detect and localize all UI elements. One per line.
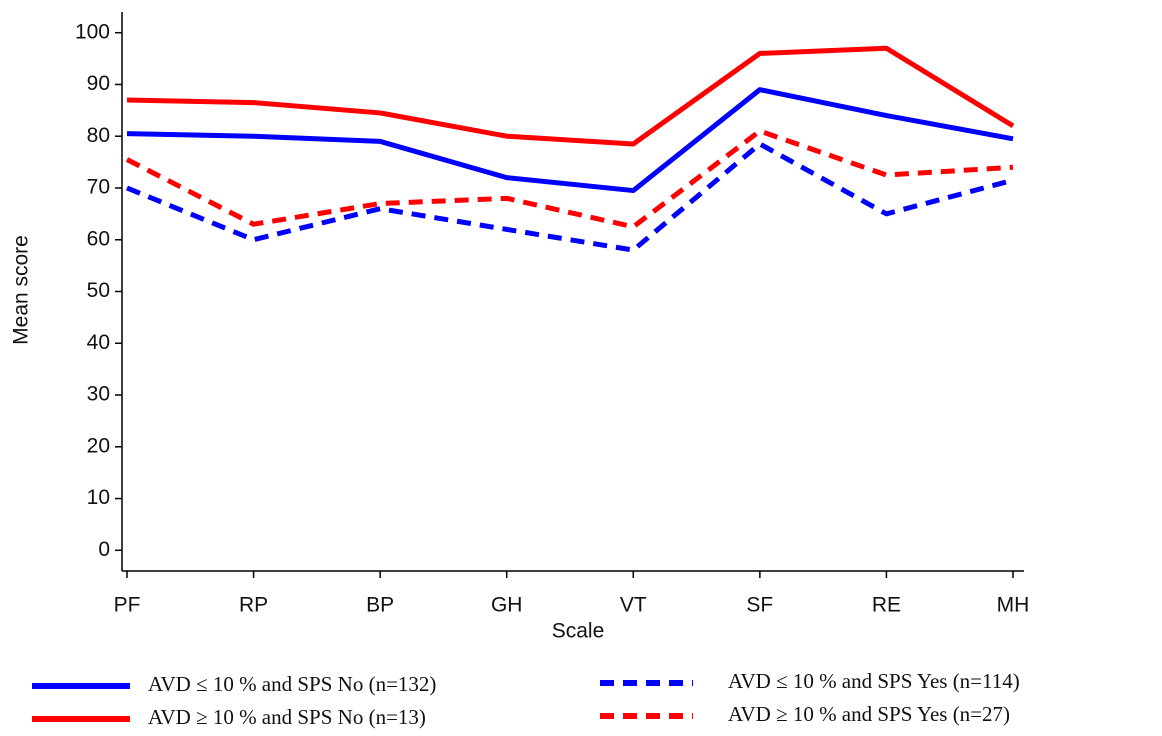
legend-label: AVD ≥ 10 % and SPS No (n=13) bbox=[148, 705, 426, 729]
y-tick-label: 60 bbox=[87, 227, 110, 250]
series-line bbox=[126, 141, 1014, 253]
y-tick-label: 0 bbox=[98, 538, 110, 561]
series-line bbox=[126, 87, 1014, 194]
y-tick-label: 70 bbox=[87, 176, 110, 199]
x-tick-label: VT bbox=[620, 594, 647, 617]
x-tick-label: GH bbox=[491, 594, 523, 617]
x-tick-label: BP bbox=[366, 594, 394, 617]
series-line bbox=[126, 45, 1015, 147]
y-tick-label: 100 bbox=[75, 20, 110, 43]
series-line bbox=[125, 128, 1014, 230]
x-tick-label: MH bbox=[997, 594, 1030, 617]
legend-label: AVD ≥ 10 % and SPS Yes (n=27) bbox=[728, 702, 1010, 726]
x-tick-label: RE bbox=[872, 594, 901, 617]
y-tick-label: 30 bbox=[87, 383, 110, 406]
y-tick-label: 40 bbox=[87, 331, 110, 354]
x-tick-label: PF bbox=[114, 594, 141, 617]
x-tick-label: RP bbox=[239, 594, 268, 617]
y-tick-label: 10 bbox=[87, 486, 110, 509]
y-tick-label: 90 bbox=[87, 72, 110, 95]
y-axis-label: Mean score bbox=[10, 235, 33, 345]
legend-label: AVD ≤ 10 % and SPS Yes (n=114) bbox=[728, 669, 1020, 693]
y-tick-label: 20 bbox=[87, 434, 110, 457]
y-tick-label: 80 bbox=[87, 124, 110, 147]
x-tick-label: SF bbox=[746, 594, 773, 617]
x-axis-label: Scale bbox=[552, 620, 605, 643]
legend-label: AVD ≤ 10 % and SPS No (n=132) bbox=[148, 672, 436, 696]
y-tick-label: 50 bbox=[87, 279, 110, 302]
